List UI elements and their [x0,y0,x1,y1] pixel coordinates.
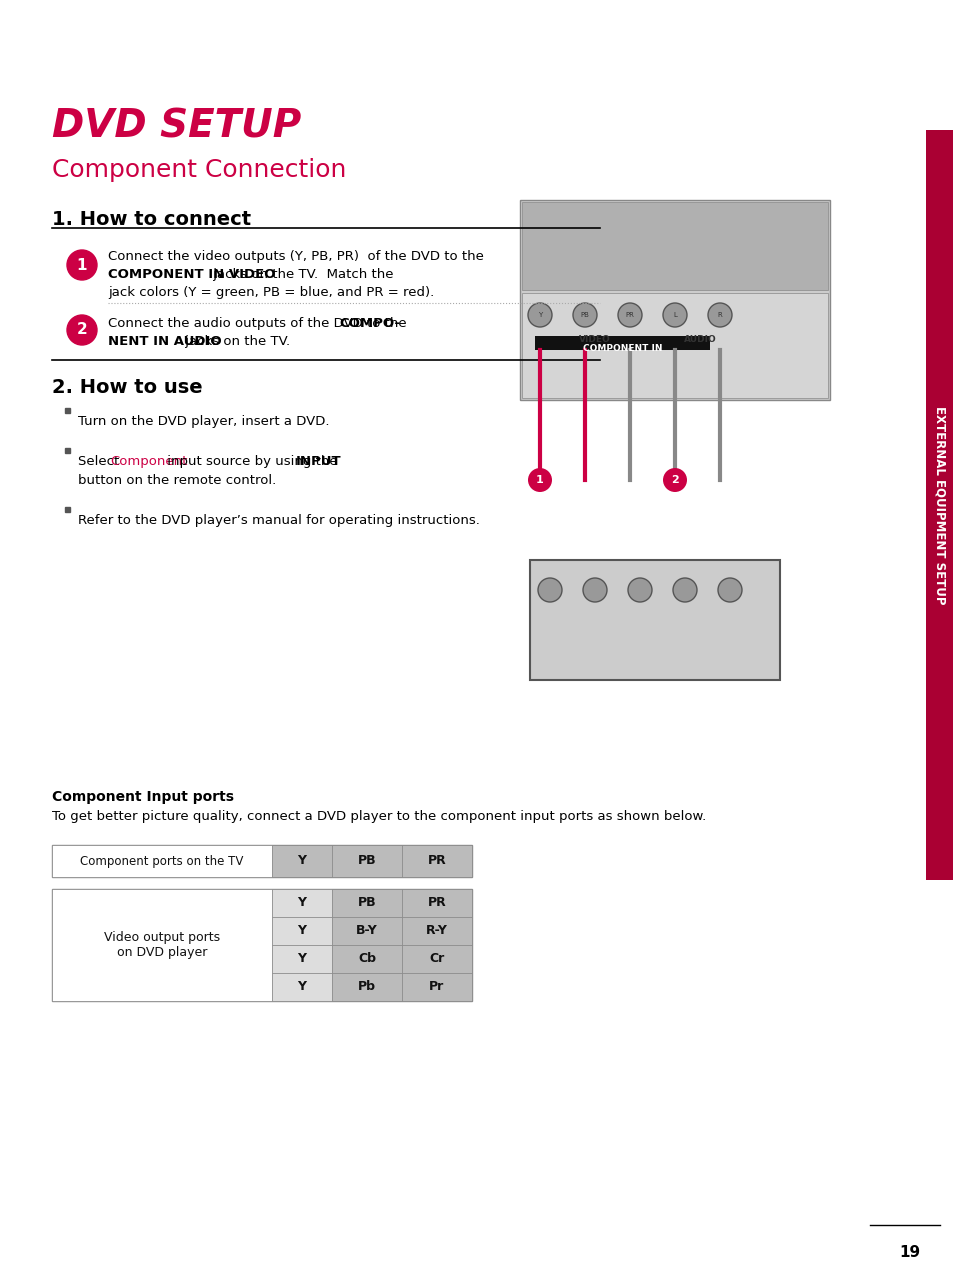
Text: COMPO-: COMPO- [338,317,399,329]
Circle shape [618,303,641,327]
Bar [401,945,472,973]
Circle shape [627,577,651,602]
Text: PR: PR [427,855,446,868]
Bar [65,508,70,513]
Text: Y: Y [297,925,306,937]
Text: PB: PB [357,855,375,868]
Text: jacks on the TV.: jacks on the TV. [181,335,290,349]
Bar [521,202,827,290]
Text: 1. How to connect: 1. How to connect [52,210,251,229]
Text: Cb: Cb [357,953,375,965]
Bar [332,917,401,945]
Bar [272,945,332,973]
Text: EXTERNAL EQUIPMENT SETUP: EXTERNAL EQUIPMENT SETUP [933,406,945,604]
Bar [535,336,709,350]
Text: Turn on the DVD player, insert a DVD.: Turn on the DVD player, insert a DVD. [78,415,329,427]
Text: Connect the audio outputs of the DVD to the: Connect the audio outputs of the DVD to … [108,317,411,329]
Bar [332,889,401,917]
Text: INPUT: INPUT [295,455,341,468]
Bar [272,917,332,945]
Text: L: L [673,312,677,318]
Circle shape [527,303,552,327]
Circle shape [662,303,686,327]
Circle shape [707,303,731,327]
Text: 2. How to use: 2. How to use [52,378,202,397]
Text: Y: Y [297,897,306,909]
Bar [401,917,472,945]
Text: PB: PB [357,897,375,909]
Text: Connect the video outputs (Y, PB, PR)  of the DVD to the: Connect the video outputs (Y, PB, PR) of… [108,251,483,263]
Text: 1: 1 [76,257,87,272]
Bar [519,200,829,399]
Circle shape [527,468,552,492]
Text: input source by using the: input source by using the [163,455,342,468]
Text: DVD SETUP: DVD SETUP [52,108,301,146]
Text: To get better picture quality, connect a DVD player to the component input ports: To get better picture quality, connect a… [52,810,705,823]
Text: 19: 19 [899,1245,920,1261]
Text: Cr: Cr [429,953,444,965]
Circle shape [67,251,97,280]
Bar [401,889,472,917]
Text: AUDIO: AUDIO [683,335,716,343]
Text: Refer to the DVD player’s manual for operating instructions.: Refer to the DVD player’s manual for ope… [78,514,479,527]
Text: Select: Select [78,455,123,468]
Text: button on the remote control.: button on the remote control. [78,474,276,487]
Bar [272,845,332,876]
Bar [401,845,472,876]
Text: COMPONENT IN VIDEO: COMPONENT IN VIDEO [108,268,275,281]
Bar [52,889,272,1001]
Bar [332,845,401,876]
Text: PB: PB [580,312,589,318]
Text: Pr: Pr [429,981,444,993]
Bar [530,560,780,681]
Text: Y: Y [297,855,306,868]
Bar [65,408,70,413]
Text: PR: PR [427,897,446,909]
Text: Video output ports
on DVD player: Video output ports on DVD player [104,931,220,959]
Circle shape [537,577,561,602]
Bar [332,945,401,973]
Bar [925,130,953,880]
Circle shape [573,303,597,327]
Text: R-Y: R-Y [426,925,448,937]
Text: Component: Component [111,455,188,468]
Text: Component ports on the TV: Component ports on the TV [80,855,243,868]
Text: VIDEO: VIDEO [578,335,610,343]
Text: Pb: Pb [357,981,375,993]
Bar [272,889,332,917]
Text: PR: PR [625,312,634,318]
Bar [401,973,472,1001]
Text: jack colors (Y = green, PB = blue, and PR = red).: jack colors (Y = green, PB = blue, and P… [108,286,434,299]
Text: 2: 2 [670,474,679,485]
Text: Component Connection: Component Connection [52,158,346,182]
Bar [52,845,272,876]
Bar [65,448,70,453]
Text: Component Input ports: Component Input ports [52,790,233,804]
Text: Y: Y [297,953,306,965]
Circle shape [67,315,97,345]
Circle shape [672,577,697,602]
Bar [332,973,401,1001]
Text: 2: 2 [76,323,88,337]
Text: R: R [717,312,721,318]
Text: Y: Y [297,981,306,993]
Text: Y: Y [537,312,541,318]
Text: COMPONENT IN: COMPONENT IN [582,343,662,354]
Bar [52,889,472,1001]
Text: NENT IN AUDIO: NENT IN AUDIO [108,335,221,349]
Bar [52,845,472,876]
Text: jacks on the TV.  Match the: jacks on the TV. Match the [209,268,393,281]
Circle shape [582,577,606,602]
Bar [272,973,332,1001]
Circle shape [662,468,686,492]
Circle shape [718,577,741,602]
Text: B-Y: B-Y [355,925,377,937]
Text: 1: 1 [536,474,543,485]
Bar [521,293,827,398]
